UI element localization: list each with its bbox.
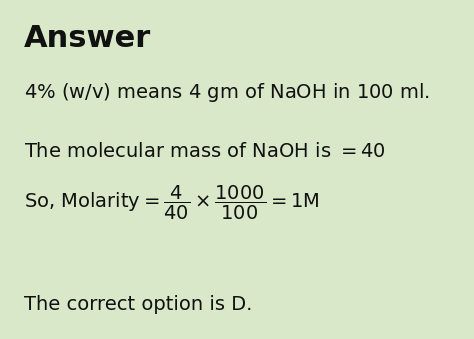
Text: 4% (w/v) means 4 gm of $\mathrm{NaOH}$ in 100 ml.: 4% (w/v) means 4 gm of $\mathrm{NaOH}$ i…	[24, 81, 430, 104]
Text: The correct option is D.: The correct option is D.	[24, 295, 252, 314]
Text: So, $\mathrm{Molarity} = \dfrac{4}{40} \times \dfrac{1000}{100} = 1\mathrm{M}$: So, $\mathrm{Molarity} = \dfrac{4}{40} \…	[24, 184, 319, 222]
Text: The molecular mass of $\mathrm{NaOH}$ is $= 40$: The molecular mass of $\mathrm{NaOH}$ is…	[24, 142, 385, 161]
Text: Answer: Answer	[24, 24, 151, 53]
